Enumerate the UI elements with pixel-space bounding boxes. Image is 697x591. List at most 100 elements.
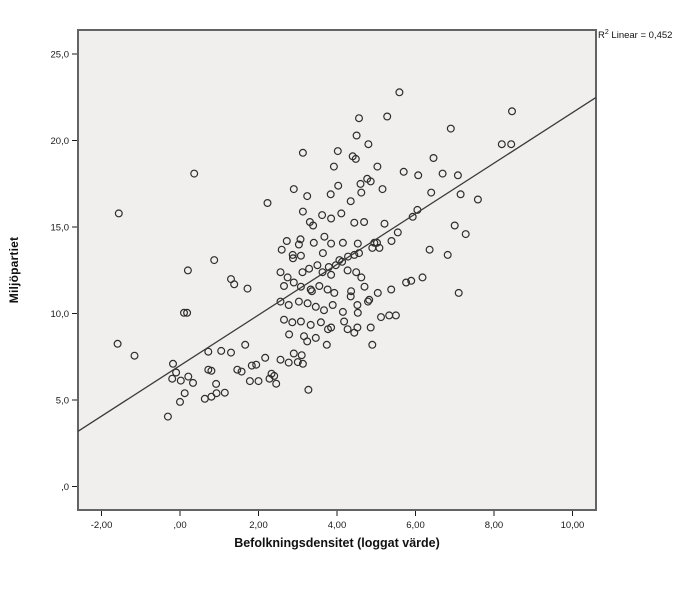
data-point [407,276,416,285]
data-point [352,268,361,277]
data-point [298,207,307,216]
data-point [399,167,408,176]
data-point [114,209,123,218]
data-point [461,230,470,239]
data-point [189,378,198,387]
data-point [353,239,362,248]
data-point [316,318,325,327]
data-point [276,268,285,277]
data-point [414,171,423,180]
data-point [330,288,339,297]
data-point [245,377,254,386]
data-point [298,359,307,368]
r-squared-value: Linear = 0,452 [608,30,673,42]
data-point [357,273,366,282]
data-point [320,232,329,241]
r-squared-annotation: R2 Linear = 0,452 [598,29,672,41]
data-point [344,252,353,261]
data-point [373,288,382,297]
data-point [346,292,355,301]
x-axis-tick-label: -2,00 [91,520,113,531]
data-point [212,379,221,388]
data-point [453,171,462,180]
data-point [207,366,216,375]
data-point [377,313,386,322]
data-point [289,349,298,358]
y-axis-tick-label: ,0 [61,482,69,493]
data-point [288,250,297,259]
x-axis-tick-label: 2,00 [249,520,268,531]
data-point [220,388,229,397]
data-point [284,358,293,367]
data-point [333,147,342,156]
data-point [265,374,274,383]
data-point [311,302,320,311]
data-point [252,360,261,369]
data-point [438,169,447,178]
data-point [327,239,336,248]
data-point [364,297,373,306]
data-point [280,315,289,324]
data-point [243,284,252,293]
y-axis-tick-label: 25,0 [51,50,70,61]
data-point [180,308,189,317]
y-axis-tick-label: 15,0 [51,223,70,234]
data-point [184,372,193,381]
data-point [387,237,396,246]
data-point [276,297,285,306]
data-point [289,185,298,194]
data-point [446,124,455,133]
data-point [352,131,361,140]
data-point [340,317,349,326]
data-point [327,323,336,332]
data-point [366,323,375,332]
data-point [183,308,192,317]
data-point [355,114,364,123]
data-point [327,214,336,223]
data-point [338,238,347,247]
data-point [285,330,294,339]
data-point [304,385,313,394]
data-point [254,377,263,386]
data-point [323,285,332,294]
data-point [113,339,122,348]
data-point [351,154,360,163]
data-point [393,228,402,237]
data-point [296,282,305,291]
data-point [373,238,382,247]
data-point [350,218,359,227]
x-axis-tick-label: 8,00 [485,520,504,531]
data-point [360,218,369,227]
data-point [373,162,382,171]
y-axis-tick-label: 5,0 [56,396,69,407]
data-point [425,245,434,254]
data-point [343,266,352,275]
data-point [306,320,315,329]
data-point [322,340,331,349]
data-point [402,278,411,287]
data-point [300,332,309,341]
data-point [375,243,384,252]
data-point [277,245,286,254]
r-squared-superscript: 2 [604,29,609,36]
data-point [272,379,281,388]
data-point [311,333,320,342]
data-point [180,389,189,398]
data-point [263,199,272,208]
data-point [337,209,346,218]
data-point [172,368,181,377]
data-point [261,353,270,362]
data-point [353,301,362,310]
data-point [307,287,316,296]
data-point [327,270,336,279]
data-point [338,307,347,316]
data-point [233,365,242,374]
data-point [364,140,373,149]
data-point [276,355,285,364]
data-point [169,359,178,368]
x-axis-tick-label: 4,00 [328,520,347,531]
data-point [227,348,236,357]
data-point [241,340,250,349]
data-point [454,288,463,297]
